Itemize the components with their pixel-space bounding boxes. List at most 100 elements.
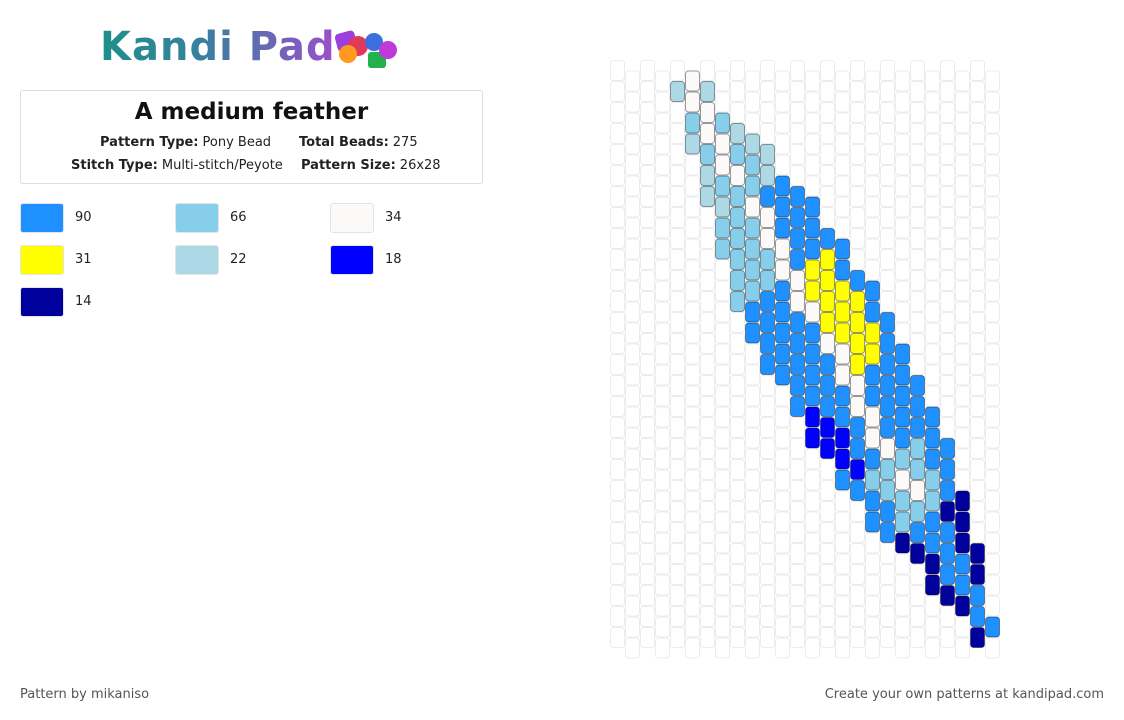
bead [775, 280, 790, 302]
swatch [175, 203, 219, 233]
bead [640, 291, 655, 312]
bead [925, 154, 940, 176]
bead [895, 427, 910, 449]
bead [670, 312, 685, 333]
bead [895, 637, 910, 659]
bead [700, 417, 715, 438]
bead [940, 144, 955, 165]
bead [730, 186, 745, 207]
bead [895, 343, 910, 365]
bead [640, 102, 655, 123]
bead [865, 154, 880, 176]
bead [880, 165, 895, 186]
bead [790, 417, 805, 438]
bead [910, 228, 925, 249]
bead [640, 144, 655, 165]
bead [985, 406, 1000, 428]
bead [745, 385, 760, 407]
bead [895, 364, 910, 386]
bead [835, 133, 850, 155]
bead [850, 585, 865, 606]
bead [925, 574, 940, 596]
bead [895, 238, 910, 260]
bead [640, 396, 655, 417]
bead [715, 175, 730, 197]
field-label: Pattern Type: [100, 135, 199, 150]
bead [610, 270, 625, 291]
bead [805, 469, 820, 491]
bead [910, 375, 925, 396]
cta-link[interactable]: Create your own patterns at kandipad.com [824, 687, 1104, 702]
bead [895, 448, 910, 470]
bead [805, 238, 820, 260]
bead [760, 81, 775, 102]
bead [895, 385, 910, 407]
bead [745, 406, 760, 428]
bead [775, 343, 790, 365]
bead [955, 469, 970, 491]
bead [715, 133, 730, 155]
bead [820, 543, 835, 564]
bead [685, 238, 700, 260]
bead [730, 249, 745, 270]
bead [670, 417, 685, 438]
info-field: Stitch Type: Multi-stitch/Peyote [71, 158, 283, 173]
bead [925, 427, 940, 449]
bead [955, 448, 970, 470]
bead [700, 270, 715, 291]
bead [655, 427, 670, 449]
bead [805, 448, 820, 470]
bead [880, 228, 895, 249]
bead [670, 522, 685, 543]
bead [835, 343, 850, 365]
bead [730, 165, 745, 186]
bead [955, 532, 970, 554]
bead [775, 553, 790, 575]
bead [970, 249, 985, 270]
bead [775, 385, 790, 407]
bead [925, 595, 940, 617]
bead [895, 511, 910, 533]
bead [610, 165, 625, 186]
bead [745, 595, 760, 617]
bead [970, 186, 985, 207]
bead [910, 459, 925, 480]
bead [745, 133, 760, 155]
bead [805, 259, 820, 281]
bead [775, 238, 790, 260]
bead [610, 333, 625, 354]
bead [970, 312, 985, 333]
bead [700, 291, 715, 312]
bead [955, 259, 970, 281]
bead [715, 490, 730, 512]
bead [910, 333, 925, 354]
bead [835, 553, 850, 575]
bead [910, 606, 925, 627]
bead [850, 312, 865, 333]
bead [835, 154, 850, 176]
bead [880, 81, 895, 102]
bead [865, 448, 880, 470]
bead [670, 186, 685, 207]
bead [955, 238, 970, 260]
bead [790, 102, 805, 123]
bead [745, 616, 760, 638]
bead [685, 280, 700, 302]
bead [805, 301, 820, 323]
bead-count: 18 [385, 252, 402, 267]
bead [805, 154, 820, 176]
bead [760, 291, 775, 312]
field-label: Stitch Type: [71, 158, 158, 173]
bead [820, 123, 835, 144]
bead [745, 196, 760, 218]
bead [775, 364, 790, 386]
bead [715, 112, 730, 134]
bead [700, 459, 715, 480]
bead [700, 522, 715, 543]
bead [985, 217, 1000, 239]
bead [700, 543, 715, 564]
bead [730, 60, 745, 81]
bead-count: 22 [230, 252, 247, 267]
bead [760, 60, 775, 81]
bead [820, 375, 835, 396]
